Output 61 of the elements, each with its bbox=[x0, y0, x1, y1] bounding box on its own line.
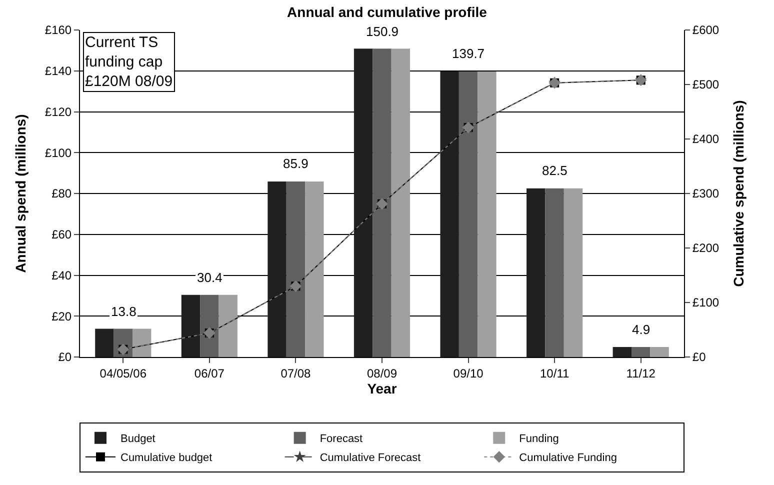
y2-tick-label: £0 bbox=[692, 350, 706, 364]
y-axis-title: Annual spend (millions) bbox=[12, 114, 28, 273]
x-tick-label: 10/11 bbox=[540, 366, 570, 380]
y-tick-label: £0 bbox=[58, 350, 72, 364]
y2-tick-label: £300 bbox=[692, 186, 720, 201]
y2-tick-label: £600 bbox=[692, 23, 720, 38]
bar bbox=[372, 48, 392, 357]
x-tick-label: 08/09 bbox=[366, 366, 398, 380]
bar bbox=[391, 48, 410, 357]
y-tick-label: £60 bbox=[52, 228, 72, 242]
bar bbox=[286, 181, 306, 357]
x-tick-label: 11/12 bbox=[626, 366, 656, 380]
data-label: 30.4 bbox=[197, 270, 222, 285]
data-label: 4.9 bbox=[632, 322, 650, 337]
y-tick-label: £20 bbox=[52, 309, 72, 324]
data-label: 150.9 bbox=[366, 24, 399, 39]
data-label: 85.9 bbox=[283, 156, 308, 171]
y2-tick-label: £100 bbox=[692, 296, 720, 310]
y-tick-label: £160 bbox=[44, 23, 72, 38]
chart-title: Annual and cumulative profile bbox=[287, 4, 488, 20]
bar bbox=[458, 71, 478, 357]
bar bbox=[95, 328, 114, 357]
y2-tick-label: £400 bbox=[692, 132, 720, 146]
bar bbox=[632, 346, 650, 357]
legend-label: Budget bbox=[120, 433, 156, 446]
bar bbox=[612, 346, 632, 357]
bar bbox=[200, 294, 219, 357]
data-label: 139.7 bbox=[452, 46, 485, 61]
x-tick-label: 07/08 bbox=[280, 366, 312, 380]
data-label: 13.8 bbox=[111, 304, 136, 319]
bar bbox=[526, 188, 546, 357]
legend-label: Cumulative Forecast bbox=[320, 452, 421, 464]
y-tick-label: £120 bbox=[44, 104, 72, 119]
bar bbox=[132, 328, 152, 357]
bar bbox=[564, 188, 583, 357]
annotation: Current TS funding cap £120M 08/09 bbox=[85, 34, 173, 90]
bar bbox=[478, 71, 496, 357]
x-axis-title: Year bbox=[367, 380, 398, 396]
legend-label: Cumulative budget bbox=[120, 452, 212, 464]
y-tick-label: £140 bbox=[44, 64, 72, 78]
legend-label: Forecast bbox=[320, 433, 363, 446]
y-tick-label: £40 bbox=[52, 268, 72, 282]
x-tick-label: 09/10 bbox=[453, 366, 484, 380]
x-tick-label: 06/07 bbox=[194, 366, 225, 380]
legend-label: Funding bbox=[519, 433, 559, 446]
bar bbox=[181, 294, 200, 357]
x-tick-label: 04/05/06 bbox=[100, 366, 147, 380]
legend-label: Cumulative Funding bbox=[519, 452, 617, 464]
data-label: 82.5 bbox=[542, 163, 568, 178]
bar bbox=[545, 188, 564, 357]
bar bbox=[650, 346, 669, 357]
y2-tick-label: £500 bbox=[692, 78, 720, 92]
bar bbox=[305, 181, 324, 357]
y-tick-label: £80 bbox=[52, 186, 72, 201]
bar bbox=[440, 71, 459, 357]
y2-tick-label: £200 bbox=[692, 241, 720, 256]
bar bbox=[354, 48, 373, 357]
bar bbox=[218, 294, 238, 357]
bar bbox=[268, 181, 286, 357]
y-tick-label: £100 bbox=[44, 146, 72, 160]
y2-axis-title: Cumulative spend (millions) bbox=[730, 100, 747, 287]
